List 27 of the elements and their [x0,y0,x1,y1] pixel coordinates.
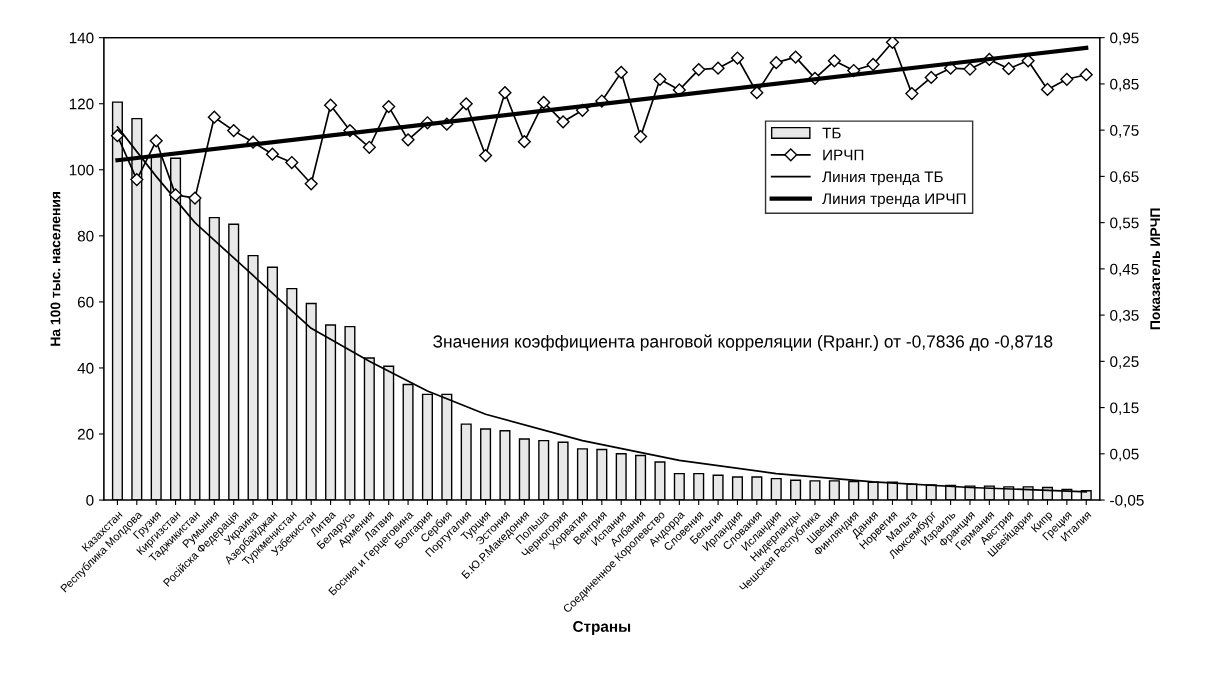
y2-tick-label: 0,25 [1110,356,1139,369]
legend-label: ИРЧП [823,149,864,161]
x-axis-title: Страны [573,621,631,635]
y2-tick-label: -0,05 [1110,494,1144,508]
annotation: Значения коэффициента ранговой корреляции (Rранг.) от -0,7836 до -0,8718 [433,334,1053,352]
y-tick-label: 0 [86,494,94,506]
y-tick-label: 140 [69,32,94,44]
y2-tick-label: 0,75 [1110,125,1139,138]
y2-tick-label: 0,15 [1110,402,1139,416]
y2-tick-label: 0,05 [1110,448,1139,462]
y-tick-label: 120 [69,98,94,110]
y2-tick-label: 0,65 [1110,171,1139,184]
y-tick-label: 80 [77,230,94,242]
y2-tick-label: 0,45 [1110,263,1139,277]
y-tick-label: 100 [69,164,94,176]
y-tick-label: 20 [77,428,94,440]
y2-tick-label: 0,35 [1110,309,1139,323]
legend-label: Линия тренда ТБ [822,171,943,186]
y2-tick-label: 0,55 [1110,217,1139,231]
y-tick-label: 40 [77,362,94,374]
legend-label: ТБ [822,127,841,139]
y-axis-title: На 100 тыс. населения [50,191,61,346]
legend-label: Линия тренда ИРЧП [822,193,966,208]
y2-tick-label: 0,95 [1110,32,1139,46]
y2-axis-title: Показатель ИРЧП [1150,208,1161,330]
y2-tick-label: 0,85 [1110,78,1139,92]
y-tick-label: 60 [77,296,94,308]
